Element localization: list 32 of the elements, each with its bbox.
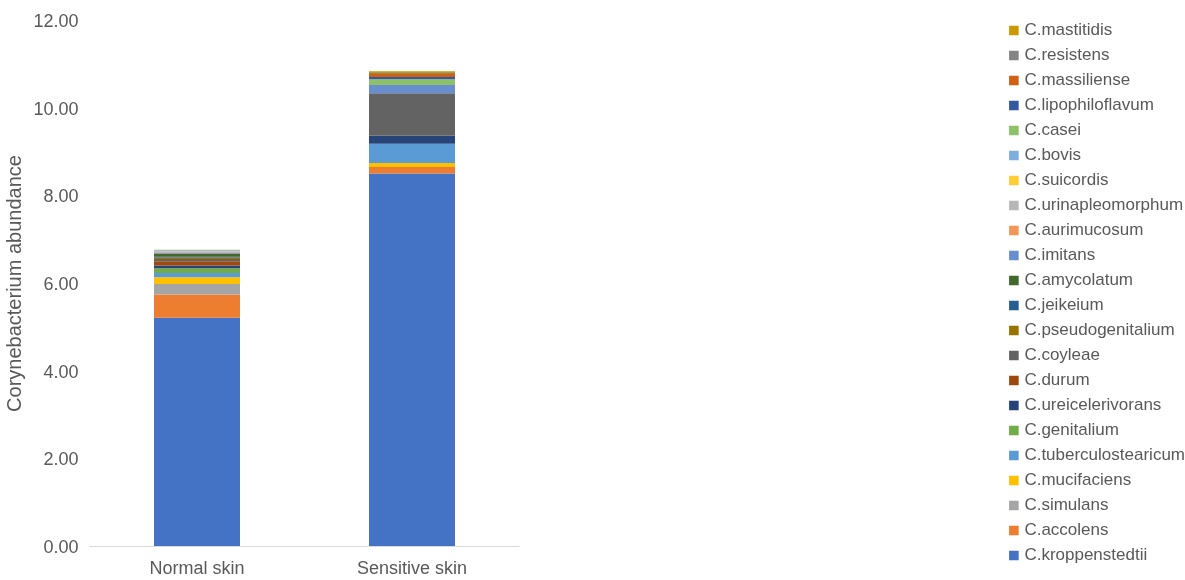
- legend-label: C.kroppenstedtii: [1024, 545, 1148, 565]
- legend-label: C.imitans: [1024, 245, 1096, 265]
- legend-label: C.amycolatum: [1024, 270, 1134, 290]
- legend-label: C.casei: [1024, 120, 1082, 140]
- legend-label: C.durum: [1024, 370, 1090, 390]
- x-tick-label: Normal skin: [149, 557, 245, 578]
- legend-label: C.tuberculostearicum: [1024, 445, 1185, 465]
- legend-label: C.ureicelerivorans: [1024, 395, 1162, 415]
- legend-label: C.resistens: [1024, 45, 1110, 65]
- legend-label: C.jeikeium: [1024, 295, 1104, 315]
- legend-label: C.coyleae: [1024, 345, 1100, 365]
- legend-label: C.genitalium: [1024, 420, 1119, 440]
- legend-label: C.suicordis: [1024, 170, 1109, 190]
- legend-label: C.bovis: [1024, 145, 1082, 165]
- y-tick-label: 8.00: [43, 186, 79, 207]
- legend-label: C.aurimucosum: [1024, 220, 1144, 240]
- legend-label: C.accolens: [1024, 520, 1109, 540]
- y-tick-label: 0.00: [43, 537, 79, 557]
- y-tick-label: 12.00: [33, 11, 79, 31]
- legend-label: C.mucifaciens: [1024, 470, 1132, 490]
- y-tick-label: 2.00: [43, 449, 79, 470]
- legend-label: C.lipophiloflavum: [1024, 95, 1154, 115]
- legend-label: C.mastitidis: [1024, 20, 1113, 40]
- legend-label: C.massiliense: [1024, 70, 1131, 90]
- y-tick-label: 10.00: [33, 98, 79, 119]
- legend-label: C.urinapleomorphum: [1024, 195, 1184, 215]
- y-axis-title: Corynebacterium abundance: [3, 155, 26, 412]
- y-tick-label: 4.00: [43, 361, 79, 382]
- legend-label: C.simulans: [1024, 495, 1109, 515]
- x-tick-label: Sensitive skin: [356, 557, 468, 578]
- legend-label: C.pseudogenitalium: [1024, 320, 1175, 340]
- y-tick-label: 6.00: [43, 274, 79, 294]
